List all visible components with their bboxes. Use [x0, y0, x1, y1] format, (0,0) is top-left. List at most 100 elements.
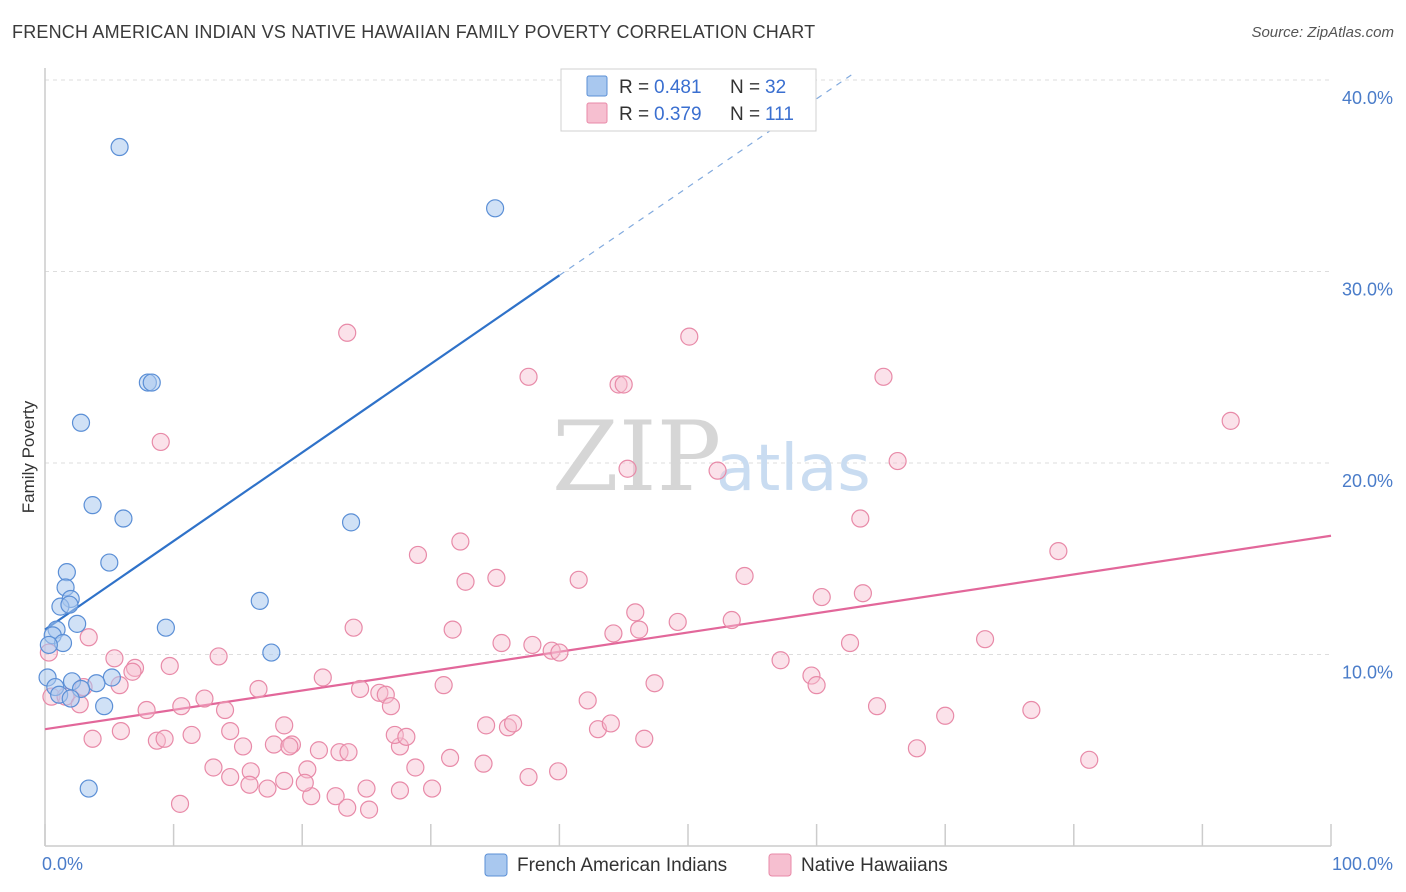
native-hawaiians-point-94: [474, 754, 493, 773]
french-american-indians-point-26: [87, 674, 106, 693]
native-hawaiians-point-25: [443, 620, 462, 639]
native-hawaiians-point-7: [151, 432, 170, 452]
native-hawaiians-point-26: [630, 620, 649, 639]
native-hawaiians-point-53: [195, 689, 214, 708]
native-hawaiians-point-22: [722, 610, 741, 630]
source-credit: Source: ZipAtlas.com: [1251, 24, 1394, 41]
native-hawaiians-point-107: [170, 794, 190, 813]
native-hawaiians-point-78: [264, 735, 284, 754]
legend-r-label-pink: R =: [619, 104, 649, 125]
native-hawaiians-point-27: [604, 624, 623, 643]
native-hawaiians-point-30: [492, 633, 511, 653]
series-legend-swatch-blue: [484, 853, 508, 877]
native-hawaiians-point-60: [381, 697, 401, 716]
french-american-indians-point-3: [142, 373, 161, 392]
native-hawaiians-point-73: [182, 725, 201, 745]
native-hawaiians-point-28: [79, 628, 98, 647]
y-axis-label: Family Poverty: [19, 400, 38, 513]
legend-r-value-blue: 0.481: [654, 77, 702, 98]
native-hawaiians-point-106: [326, 787, 345, 806]
native-hawaiians-point-92: [298, 760, 317, 779]
french-american-indians-point-0: [110, 137, 129, 157]
french-american-indians-point-29: [95, 697, 114, 716]
native-hawaiians-point-18: [456, 572, 475, 591]
french-american-indians-point-9: [57, 563, 76, 582]
native-hawaiians-point-31: [523, 635, 542, 655]
y-tick-label-20: 20.0%: [1342, 471, 1393, 491]
french-american-indians-point-30: [61, 689, 80, 708]
native-hawaiians-point-76: [155, 729, 174, 748]
french-american-indians-points: [38, 137, 505, 798]
native-hawaiians-point-88: [907, 739, 927, 758]
native-hawaiians-point-103: [422, 779, 442, 798]
native-hawaiians-point-37: [771, 651, 790, 670]
native-hawaiians-point-99: [519, 767, 538, 787]
native-hawaiians-point-108: [338, 798, 357, 817]
native-hawaiians-point-58: [137, 700, 156, 720]
french-american-indians-point-21: [262, 643, 281, 662]
native-hawaiians-point-29: [975, 630, 995, 649]
series-legend-label-pink: Native Hawaiians: [801, 855, 948, 876]
native-hawaiians-point-32: [840, 633, 860, 653]
native-hawaiians-point-71: [111, 721, 130, 741]
series-legend-swatch-pink: [768, 853, 792, 877]
native-hawaiians-point-62: [867, 697, 887, 716]
native-hawaiians-point-85: [385, 725, 404, 745]
native-hawaiians-point-36: [105, 649, 124, 668]
native-hawaiians-point-101: [258, 779, 277, 798]
y-tick-label-30: 30.0%: [1342, 280, 1393, 300]
french-american-indians-point-8: [100, 553, 119, 572]
native-hawaiians-points: [39, 323, 1240, 819]
native-hawaiians-point-12: [451, 532, 470, 551]
native-hawaiians-point-9: [708, 461, 727, 480]
native-hawaiians-point-100: [240, 775, 259, 794]
native-hawaiians-point-8: [618, 459, 637, 478]
native-hawaiians-point-95: [549, 762, 568, 781]
native-hawaiians-point-50: [807, 676, 826, 695]
watermark-zip: ZIP: [552, 401, 721, 513]
native-hawaiians-point-45: [434, 676, 453, 695]
native-hawaiians-point-104: [390, 781, 410, 800]
chart-title: FRENCH AMERICAN INDIAN VS NATIVE HAWAIIA…: [12, 22, 816, 42]
native-hawaiians-point-44: [645, 674, 664, 693]
native-hawaiians-point-66: [476, 716, 496, 735]
native-hawaiians-point-43: [802, 666, 821, 685]
native-hawaiians-point-61: [578, 691, 597, 710]
native-hawaiians-point-38: [160, 656, 179, 676]
french-american-indians-point-7: [341, 513, 361, 532]
native-hawaiians-point-1: [680, 327, 699, 346]
native-hawaiians-point-40: [123, 662, 142, 681]
native-hawaiians-point-59: [215, 700, 235, 720]
legend-swatch-blue: [586, 75, 608, 97]
native-hawaiians-point-89: [1080, 750, 1099, 769]
native-hawaiians-point-3: [609, 375, 628, 394]
native-hawaiians-point-102: [357, 779, 376, 798]
french-american-indians-point-5: [83, 496, 102, 515]
french-american-indians-point-1: [486, 199, 505, 218]
legend-r-value-pink: 0.379: [654, 104, 702, 125]
native-hawaiians-point-72: [221, 721, 240, 741]
native-hawaiians-point-16: [487, 568, 506, 588]
native-hawaiians-point-80: [280, 737, 299, 756]
native-hawaiians-point-109: [359, 800, 379, 819]
watermark-atlas: atlas: [716, 432, 871, 506]
native-hawaiians-point-90: [440, 748, 460, 768]
native-hawaiians-point-91: [204, 758, 223, 777]
watermark: ZIP atlas: [552, 401, 871, 513]
native-hawaiians-point-0: [338, 323, 357, 342]
french-american-indians-point-20: [39, 635, 58, 655]
native-hawaiians-point-10: [888, 451, 907, 471]
native-hawaiians-point-65: [275, 716, 294, 735]
french-american-indians-point-12: [250, 591, 269, 610]
native-hawaiians-point-77: [233, 737, 253, 756]
native-hawaiians-point-63: [936, 706, 955, 725]
native-hawaiians-point-79: [282, 735, 302, 754]
series-legend-label-blue: French American Indians: [517, 855, 727, 876]
native-hawaiians-point-46: [249, 679, 268, 699]
x-tick-label-min: 0.0%: [42, 854, 83, 874]
x-tick-marks: [44, 824, 1332, 846]
native-hawaiians-point-47: [350, 679, 370, 699]
native-hawaiians-point-35: [209, 647, 228, 666]
native-hawaiians-point-34: [550, 643, 569, 662]
